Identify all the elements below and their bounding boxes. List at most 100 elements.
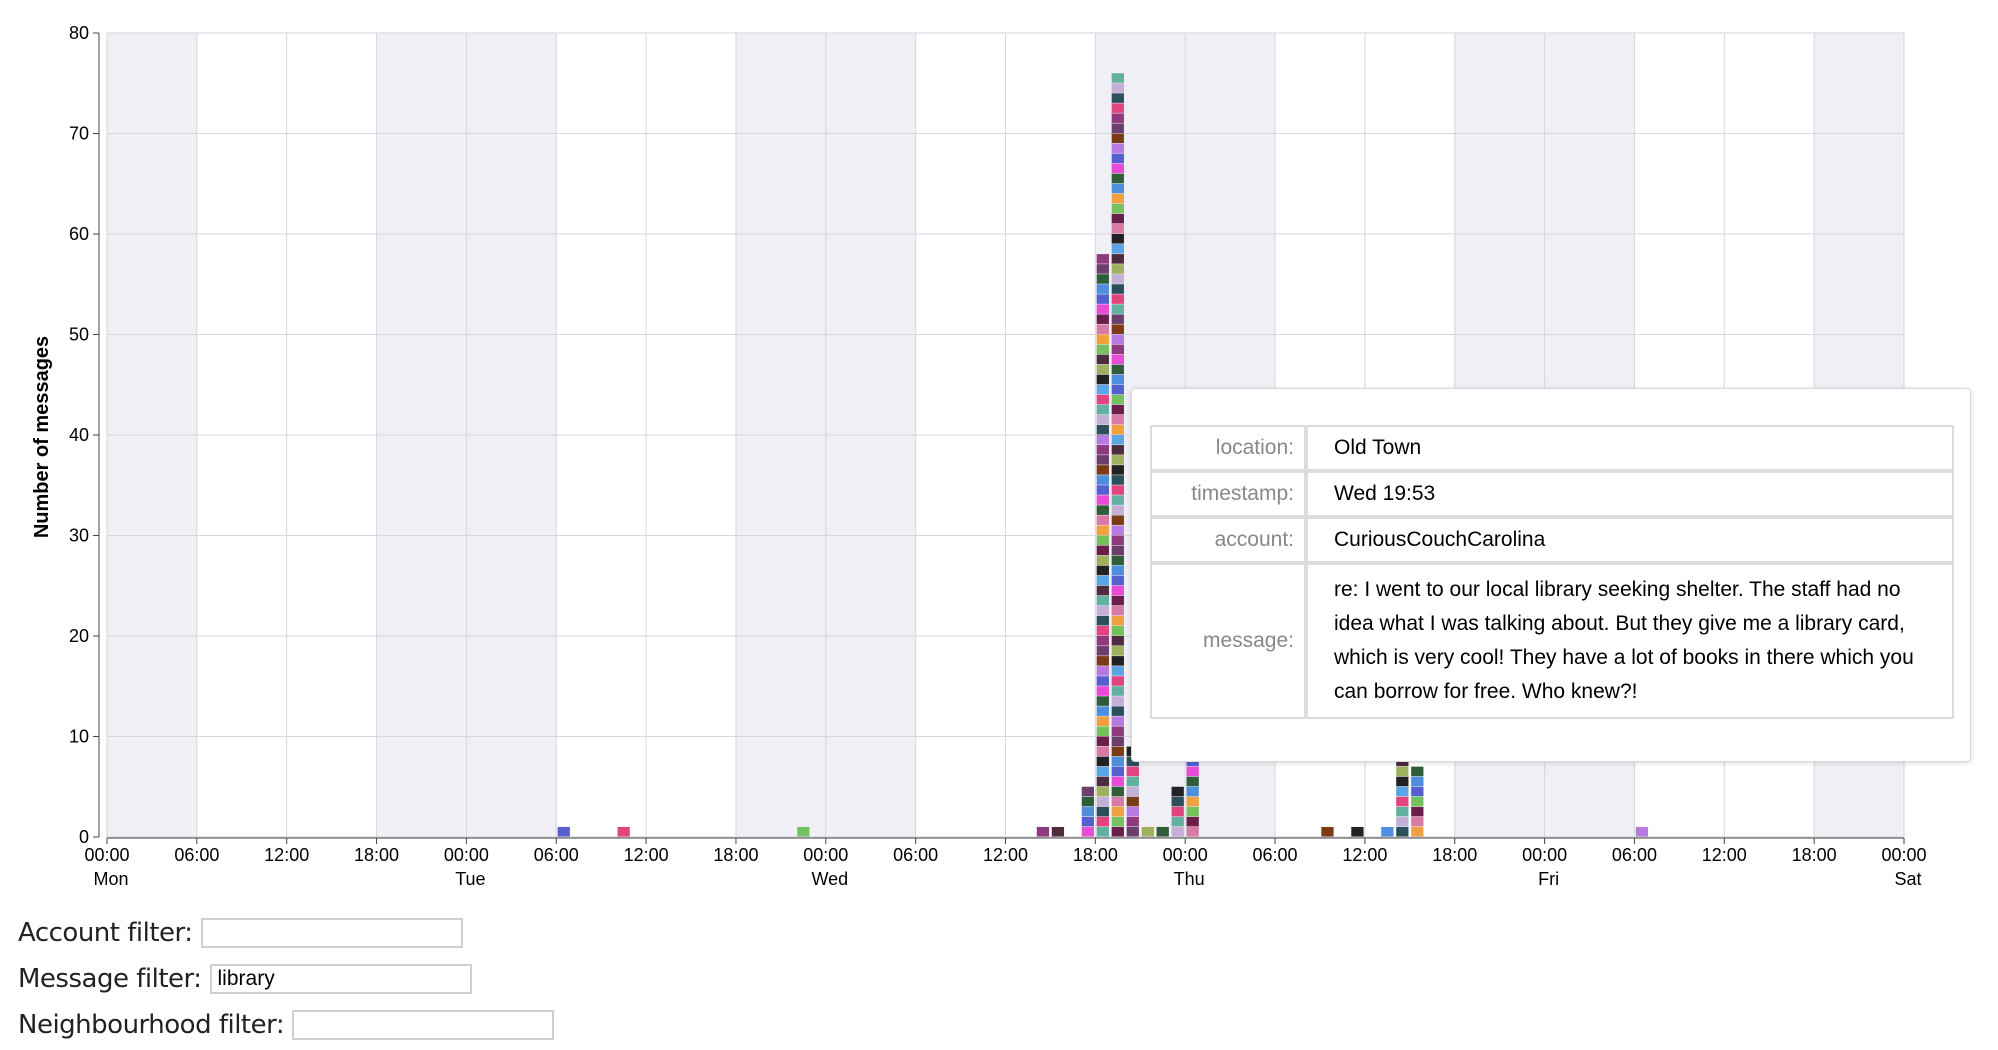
bar-segment[interactable] [1096, 535, 1109, 546]
bar-segment[interactable] [1156, 826, 1169, 837]
bar-segment[interactable] [1111, 244, 1124, 254]
bar-segment[interactable] [1111, 786, 1124, 797]
bar-segment[interactable] [1171, 826, 1184, 837]
bar-segment[interactable] [1096, 575, 1109, 586]
bar-segment[interactable] [1111, 615, 1124, 626]
bar-segment[interactable] [1396, 776, 1409, 787]
bar-segment[interactable] [1096, 816, 1109, 827]
bar-segment[interactable] [1096, 515, 1109, 525]
bar-segment[interactable] [1111, 234, 1124, 244]
bar-segment[interactable] [1096, 796, 1109, 807]
bar-segment[interactable] [1096, 264, 1109, 274]
bar-segment[interactable] [1111, 555, 1124, 566]
bar-segment[interactable] [1111, 666, 1124, 676]
bar-segment[interactable] [1186, 786, 1199, 797]
bar-segment[interactable] [1111, 475, 1124, 485]
bar-segment[interactable] [1096, 445, 1109, 455]
bar-segment[interactable] [1111, 435, 1124, 445]
bar-segment[interactable] [1111, 314, 1124, 324]
bar-segment[interactable] [1096, 826, 1109, 837]
bar-segment[interactable] [1411, 796, 1424, 807]
bar-segment[interactable] [1411, 816, 1424, 827]
bar-segment[interactable] [1096, 766, 1109, 777]
bar-segment[interactable] [1111, 324, 1124, 334]
bar-segment[interactable] [1111, 294, 1124, 304]
bar-segment[interactable] [1396, 766, 1409, 777]
bar-segment[interactable] [1111, 264, 1124, 274]
bar-segment[interactable] [1096, 284, 1109, 294]
bar-segment[interactable] [1096, 525, 1109, 535]
bar-segment[interactable] [1186, 796, 1199, 807]
bar-segment[interactable] [1096, 726, 1109, 736]
bar-segment[interactable] [1111, 605, 1124, 616]
bar-segment[interactable] [1111, 445, 1124, 455]
bar-segment[interactable] [1111, 826, 1124, 837]
bar-segment[interactable] [1096, 545, 1109, 556]
bar-segment[interactable] [1111, 173, 1124, 184]
bar-segment[interactable] [1111, 143, 1124, 154]
bar-segment[interactable] [1096, 254, 1109, 264]
bar-segment[interactable] [1096, 625, 1109, 636]
bar-segment[interactable] [1111, 274, 1124, 284]
bar-segment[interactable] [1111, 284, 1124, 294]
bar-segment[interactable] [1111, 83, 1124, 93]
bar-segment[interactable] [1111, 374, 1124, 385]
bar-segment[interactable] [1111, 304, 1124, 314]
bar-segment[interactable] [1111, 575, 1124, 586]
bar-segment[interactable] [1186, 766, 1199, 777]
bar-segment[interactable] [1111, 816, 1124, 827]
bar-segment[interactable] [1096, 274, 1109, 284]
bar-segment[interactable] [1186, 826, 1199, 837]
bar-segment[interactable] [557, 826, 570, 837]
bar-segment[interactable] [1036, 826, 1050, 837]
bar-segment[interactable] [1396, 786, 1409, 797]
bar-segment[interactable] [1096, 344, 1109, 355]
bar-segment[interactable] [1111, 776, 1124, 787]
bar-segment[interactable] [1111, 796, 1124, 807]
bar-segment[interactable] [1111, 595, 1124, 606]
bar-segment[interactable] [1111, 766, 1124, 777]
bar-segment[interactable] [1051, 826, 1065, 837]
bar-segment[interactable] [797, 826, 810, 837]
bar-segment[interactable] [1096, 294, 1109, 304]
bar-segment[interactable] [1171, 816, 1184, 827]
bar-segment[interactable] [1111, 545, 1124, 556]
bar-segment[interactable] [1096, 656, 1109, 666]
bar-segment[interactable] [1096, 364, 1109, 375]
bar-segment[interactable] [1096, 676, 1109, 686]
bar-segment[interactable] [1096, 354, 1109, 365]
bar-segment[interactable] [1096, 756, 1109, 767]
bar-segment[interactable] [1111, 726, 1124, 736]
bar-segment[interactable] [1096, 495, 1109, 505]
bar-segment[interactable] [1111, 716, 1124, 726]
bar-segment[interactable] [1096, 615, 1109, 626]
bar-segment[interactable] [1096, 505, 1109, 515]
bar-segment[interactable] [1096, 686, 1109, 696]
bar-segment[interactable] [1096, 786, 1109, 797]
bar-segment[interactable] [1111, 223, 1124, 234]
bar-segment[interactable] [1111, 113, 1124, 123]
bar-segment[interactable] [1411, 766, 1424, 777]
bar-segment[interactable] [1081, 786, 1095, 797]
account-filter-input[interactable] [200, 918, 463, 948]
bar-segment[interactable] [1111, 535, 1124, 546]
bar-segment[interactable] [1096, 424, 1109, 435]
bar-segment[interactable] [1096, 716, 1109, 726]
bar-segment[interactable] [1111, 193, 1124, 204]
bar-segment[interactable] [1111, 364, 1124, 375]
bar-segment[interactable] [1186, 776, 1199, 787]
bar-segment[interactable] [1111, 203, 1124, 214]
bar-segment[interactable] [1096, 706, 1109, 716]
bar-segment[interactable] [1111, 103, 1124, 113]
bar-segment[interactable] [617, 826, 630, 837]
bar-segment[interactable] [1081, 826, 1095, 837]
bar-segment[interactable] [1111, 73, 1124, 83]
bar-segment[interactable] [1111, 394, 1124, 405]
bar-segment[interactable] [1111, 756, 1124, 767]
bar-segment[interactable] [1096, 595, 1109, 606]
bar-segment[interactable] [1096, 636, 1109, 646]
bar-segment[interactable] [1096, 776, 1109, 787]
bar-segment[interactable] [1081, 806, 1095, 817]
bar-segment[interactable] [1396, 806, 1409, 817]
bar-segment[interactable] [1396, 796, 1409, 807]
